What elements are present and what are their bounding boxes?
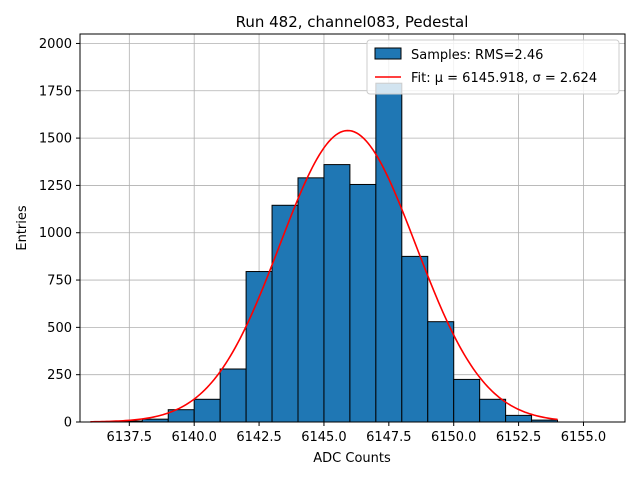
legend-label-samples: Samples: RMS=2.46 [411, 48, 543, 63]
y-tick-label: 1000 [39, 226, 72, 241]
histogram-bar [323, 164, 351, 423]
legend: Samples: RMS=2.46 Fit: μ = 6145.918, σ =… [366, 39, 620, 95]
x-axis: 6137.5 6140.0 6142.5 6145.0 6147.5 6150.0 6152… [107, 422, 607, 445]
y-tick-label: 750 [47, 274, 72, 289]
histogram-bar [193, 398, 221, 423]
legend-label-fit: Fit: μ = 6145.918, σ = 2.624 [411, 71, 597, 86]
x-axis-title: ADC Counts [313, 451, 391, 466]
y-tick-label: 1250 [39, 179, 72, 194]
y-tick-label: 2000 [39, 37, 72, 52]
x-tick-label: 6147.5 [366, 430, 412, 445]
y-axis: 0 250 500 750 1000 1250 1500 1750 2000 [39, 37, 80, 431]
y-tick-label: 1500 [39, 132, 72, 147]
y-tick-label: 500 [47, 321, 72, 336]
fit-curve [90, 129, 558, 423]
y-tick-label: 1750 [39, 84, 72, 99]
x-tick-label: 6152.5 [496, 430, 542, 445]
histogram-bar [427, 321, 455, 423]
x-tick-label: 6155.0 [561, 430, 607, 445]
x-tick-label: 6150.0 [431, 430, 477, 445]
histogram-bar [453, 378, 481, 423]
histogram-bar [349, 183, 377, 423]
histogram-bar [245, 271, 273, 423]
histogram-bar [375, 82, 403, 423]
histogram-bar [479, 398, 507, 423]
histogram-bar [271, 204, 299, 423]
y-tick-label: 0 [64, 416, 72, 431]
x-tick-label: 6137.5 [107, 430, 153, 445]
chart-title: Run 482, channel083, Pedestal [236, 13, 469, 31]
legend-swatch-samples [374, 47, 402, 60]
histogram-bars [115, 82, 559, 423]
legend-box [366, 39, 620, 95]
y-tick-label: 250 [47, 368, 72, 383]
plot-frame [79, 33, 626, 423]
x-tick-label: 6140.0 [171, 430, 217, 445]
x-tick-label: 6145.0 [301, 430, 347, 445]
histogram-bar [297, 177, 325, 423]
y-axis-title: Entries [15, 205, 30, 251]
histogram-bar [219, 368, 247, 423]
x-tick-label: 6142.5 [236, 430, 282, 445]
histogram-bar [505, 414, 533, 423]
histogram-bar [401, 255, 429, 423]
